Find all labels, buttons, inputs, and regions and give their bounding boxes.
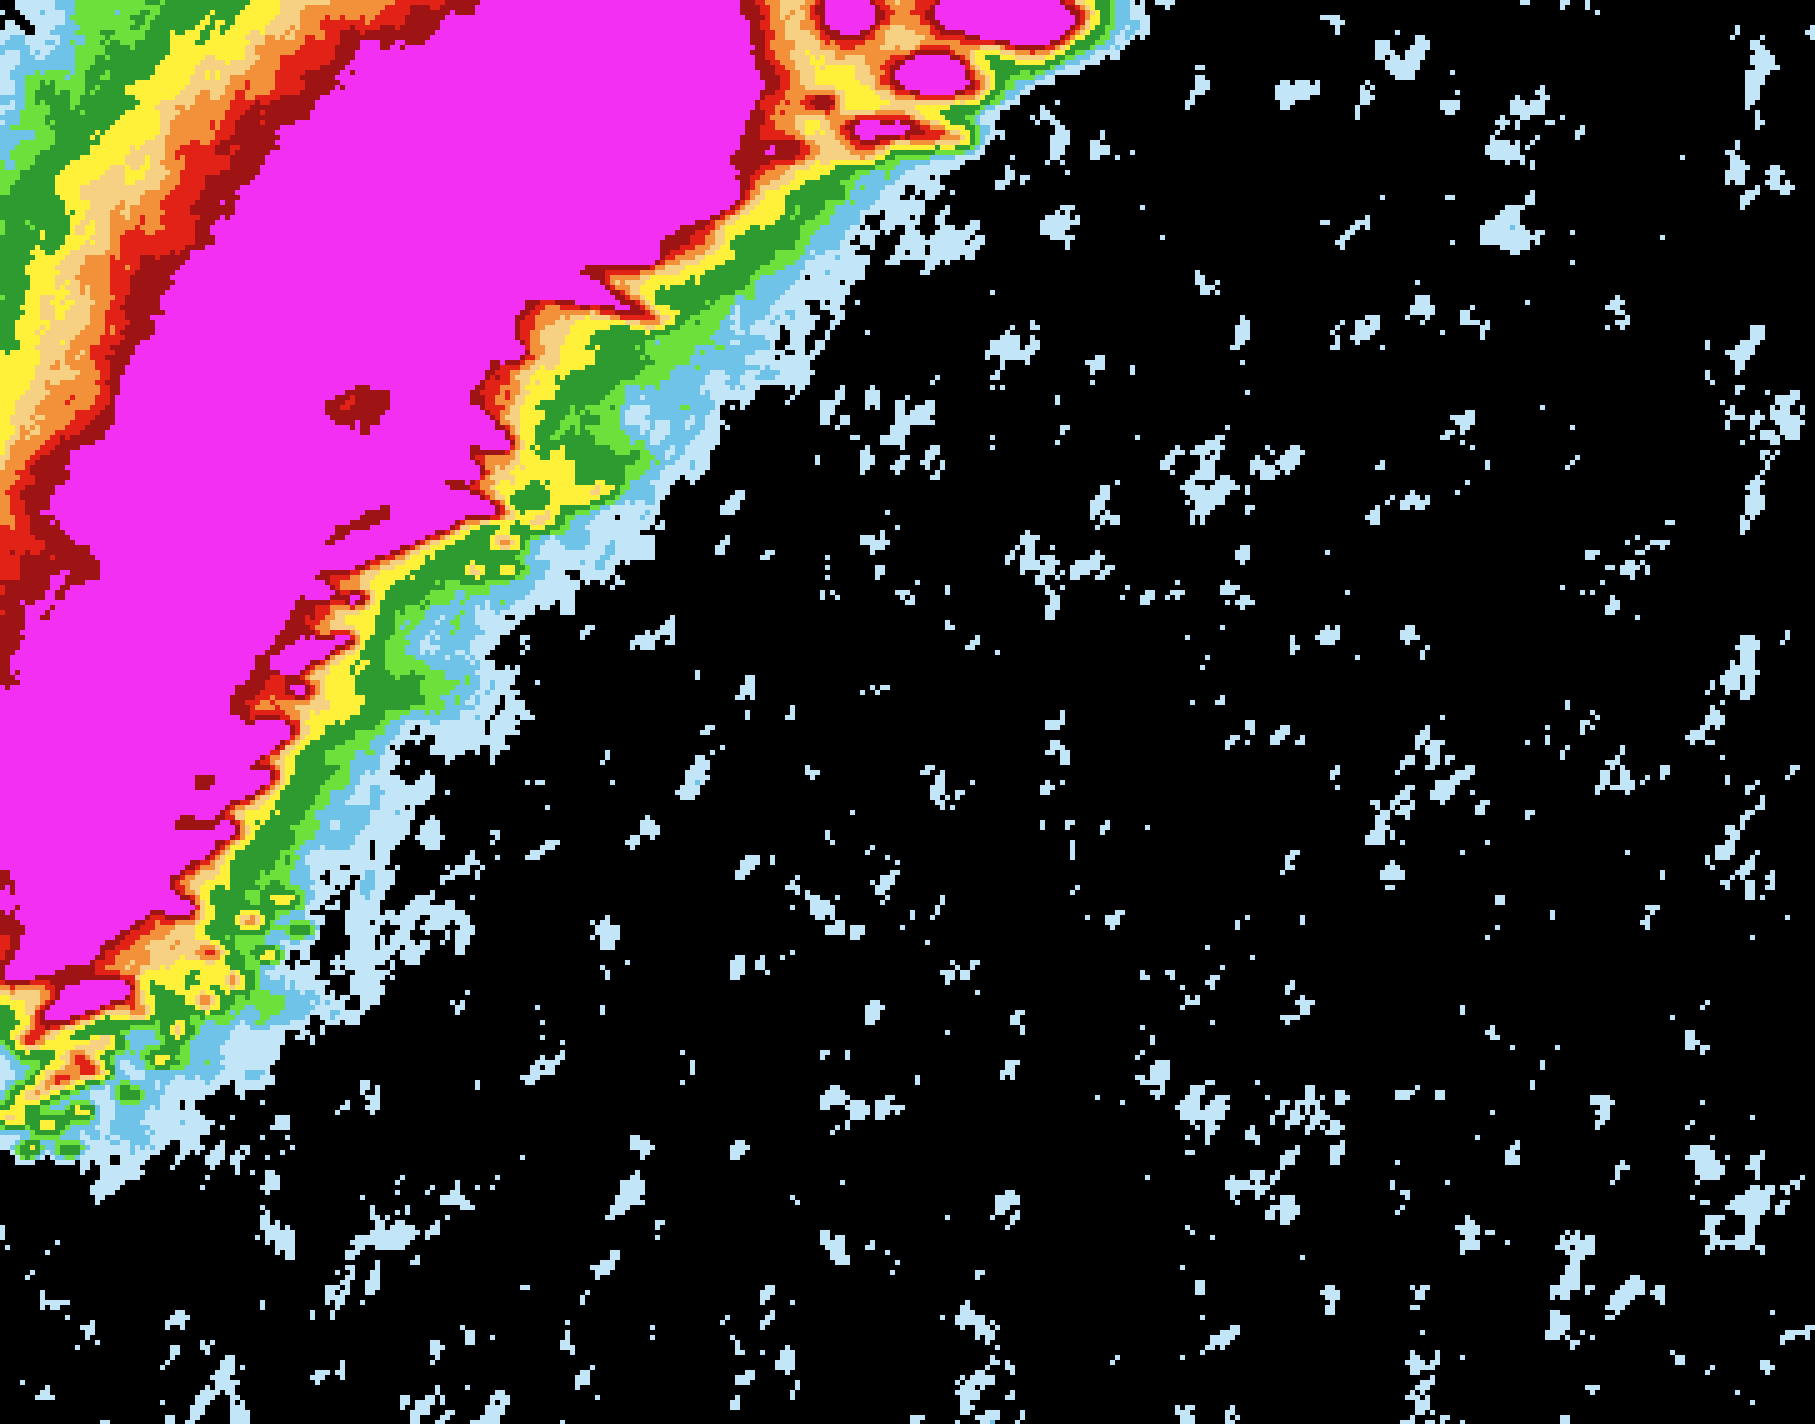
reflectivity-band-extreme-magenta [0,0,1075,1020]
